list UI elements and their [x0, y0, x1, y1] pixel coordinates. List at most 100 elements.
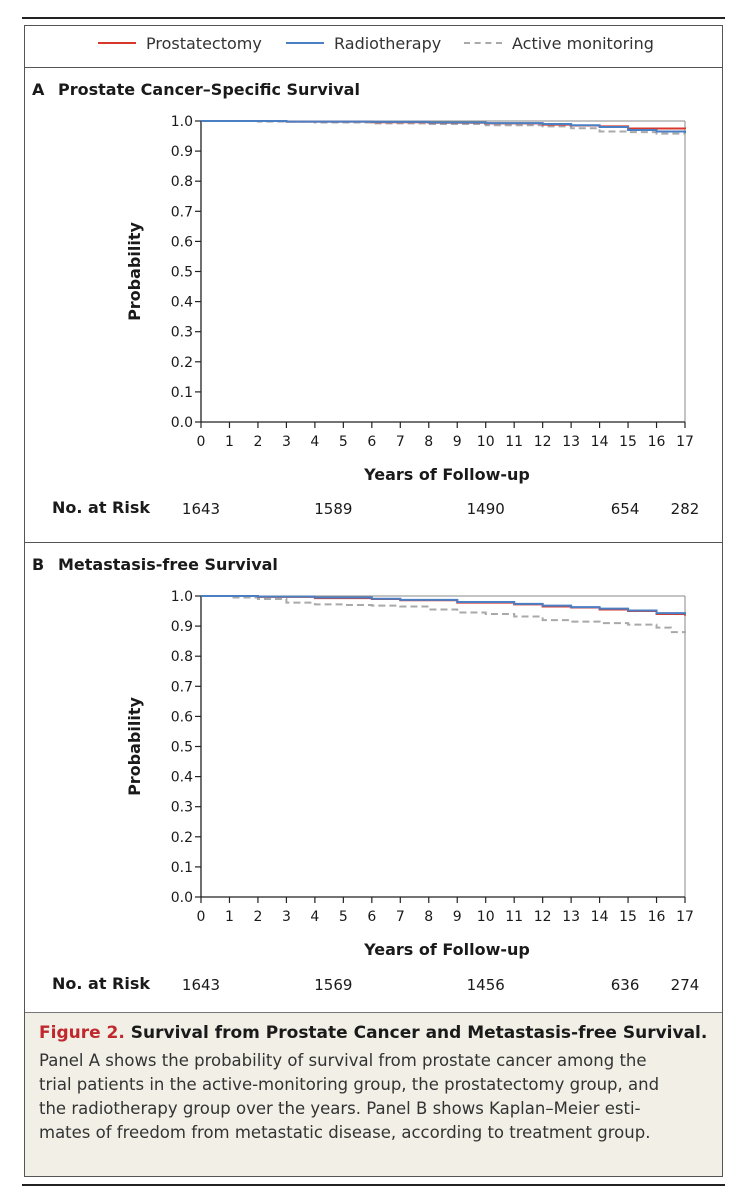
y-tick-label: 0.2: [171, 830, 193, 846]
risk-value: 274: [670, 976, 700, 994]
x-tick-label: 16: [648, 434, 666, 450]
y-tick-label: 1.0: [171, 114, 193, 130]
y-tick-label: 0.7: [171, 204, 193, 220]
y-tick-label: 0.7: [171, 679, 193, 695]
figure-caption: Figure 2. Survival from Prostate Cancer …: [25, 1012, 722, 1176]
panel-b-separator: [24, 542, 723, 543]
caption-title-text: Survival from Prostate Cancer and Metast…: [130, 1023, 708, 1043]
x-tick-label: 4: [310, 909, 319, 925]
caption-title: Figure 2. Survival from Prostate Cancer …: [39, 1023, 708, 1043]
x-tick-label: 10: [477, 909, 495, 925]
legend: Prostatectomy Radiotherapy Active monito…: [24, 28, 723, 64]
y-tick-label: 0.0: [171, 890, 193, 906]
y-tick-label: 0.8: [171, 649, 193, 665]
legend-item-prostatectomy: Prostatectomy: [98, 34, 262, 53]
bottom-rule: [22, 1184, 725, 1186]
legend-item-active-monitoring: Active monitoring: [464, 34, 654, 53]
y-tick-label: 0.4: [171, 770, 193, 786]
x-tick-label: 4: [310, 434, 319, 450]
caption-body: Panel A shows the probability of surviva…: [39, 1049, 708, 1145]
risk-value: 1456: [466, 976, 505, 994]
legend-label: Prostatectomy: [146, 34, 262, 53]
panel-a-risk-label: No. at Risk: [52, 498, 151, 517]
panel-b-title-text: Metastasis-free Survival: [58, 555, 278, 574]
y-tick-label: 0.0: [171, 415, 193, 431]
x-tick-label: 8: [424, 434, 433, 450]
x-tick-label: 3: [282, 909, 291, 925]
x-tick-label: 15: [619, 909, 637, 925]
caption-line: the radiotherapy group over the years. P…: [39, 1099, 641, 1118]
x-tick-label: 0: [197, 434, 206, 450]
y-tick-label: 0.2: [171, 355, 193, 371]
y-tick-label: 0.5: [171, 265, 193, 281]
panel-b-plot: 0.00.10.20.30.40.50.60.70.80.91.00 1 2 3 4 5 6…: [125, 589, 694, 959]
risk-value: 1589: [314, 500, 353, 518]
risk-value: 654: [610, 500, 640, 518]
y-tick-label: 0.6: [171, 234, 193, 250]
x-tick-label: 16: [648, 909, 666, 925]
panel-b-title: B Metastasis-free Survival: [32, 555, 278, 574]
risk-value: 282: [670, 500, 700, 518]
risk-value: 636: [610, 976, 640, 994]
x-tick-label: 10: [477, 434, 495, 450]
risk-value: 1643: [181, 976, 221, 994]
x-tick-label: 1: [225, 434, 234, 450]
y-tick-label: 0.5: [171, 740, 193, 756]
x-tick-label: 5: [339, 434, 348, 450]
legend-item-radiotherapy: Radiotherapy: [286, 34, 441, 53]
y-tick-label: 0.1: [171, 385, 193, 401]
y-tick-label: 0.8: [171, 174, 193, 190]
y-axis-title: Probability: [125, 222, 144, 321]
series-line-active-monitoring: [201, 595, 686, 634]
risk-value: 1569: [314, 976, 353, 994]
panel-a-letter: A: [32, 80, 45, 99]
x-tick-label: 2: [253, 909, 262, 925]
x-tick-label: 9: [453, 434, 462, 450]
x-tick-label: 17: [676, 909, 694, 925]
x-tick-label: 8: [424, 909, 433, 925]
x-tick-label: 2: [253, 434, 262, 450]
risk-value: 1490: [466, 500, 505, 518]
x-tick-label: 11: [505, 434, 523, 450]
panel-a-separator: [24, 67, 723, 68]
figure-frame: [24, 25, 723, 1177]
panel-a-title: A Prostate Cancer–Specific Survival: [32, 80, 360, 99]
caption-line: mates of freedom from metastatic disease…: [39, 1123, 651, 1142]
y-tick-label: 0.6: [171, 709, 193, 725]
y-tick-label: 0.1: [171, 860, 193, 876]
panel-a-title-text: Prostate Cancer–Specific Survival: [58, 80, 360, 99]
x-tick-label: 12: [534, 909, 552, 925]
caption-line: trial patients in the active-monitoring …: [39, 1075, 660, 1094]
legend-swatch-active-monitoring: [464, 41, 502, 44]
panel-b-letter: B: [32, 555, 45, 574]
x-tick-label: 0: [197, 909, 206, 925]
x-tick-label: 7: [396, 434, 405, 450]
x-tick-label: 6: [367, 434, 376, 450]
x-tick-label: 3: [282, 434, 291, 450]
caption-line: Panel A shows the probability of surviva…: [39, 1051, 647, 1070]
x-tick-label: 14: [591, 434, 609, 450]
legend-label: Radiotherapy: [334, 34, 442, 53]
top-rule: [22, 17, 725, 19]
x-tick-label: 11: [505, 909, 523, 925]
series-line-radiotherapy: [201, 120, 686, 134]
y-tick-label: 0.3: [171, 325, 193, 341]
y-tick-label: 0.4: [171, 295, 193, 311]
caption-figure-label: Figure 2.: [39, 1023, 125, 1043]
x-tick-label: 17: [676, 434, 694, 450]
panel-b-risk-label: No. at Risk: [52, 974, 151, 993]
legend-swatch-prostatectomy: [98, 41, 136, 44]
x-tick-label: 7: [396, 909, 405, 925]
x-tick-label: 13: [562, 909, 580, 925]
x-tick-label: 9: [453, 909, 462, 925]
y-tick-label: 0.9: [171, 144, 193, 160]
x-tick-label: 14: [591, 909, 609, 925]
x-tick-label: 13: [562, 434, 580, 450]
x-axis-title: Years of Follow-up: [363, 940, 530, 959]
panel-a-plot: 0.00.10.20.30.40.50.60.70.80.91.00 1 2 3 4 5 6…: [125, 114, 694, 484]
legend-label: Active monitoring: [512, 34, 654, 53]
x-axis-title: Years of Follow-up: [363, 465, 530, 484]
x-tick-label: 12: [534, 434, 552, 450]
legend-swatch-radiotherapy: [286, 41, 324, 44]
x-tick-label: 6: [367, 909, 376, 925]
